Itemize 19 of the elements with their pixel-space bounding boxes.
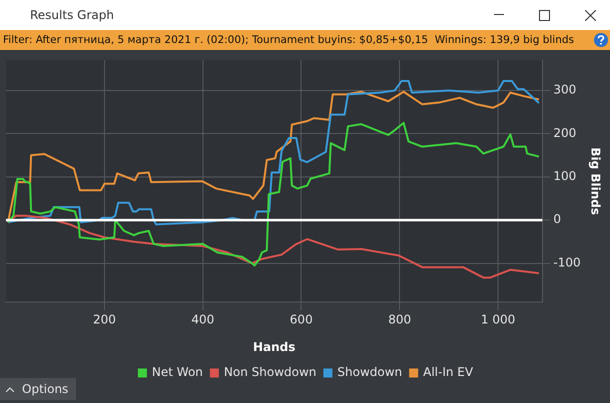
y-axis-title: Big Blinds	[588, 147, 603, 216]
x-tick-label: 600	[290, 312, 313, 327]
y-tick-label: -100	[553, 255, 581, 270]
y-tick-label: 200	[553, 126, 576, 140]
y-tick-label: 100	[553, 169, 576, 184]
x-tick-label: 1 000	[480, 312, 516, 327]
legend-label: Non Showdown	[224, 365, 316, 380]
text: Options	[22, 382, 68, 396]
chart-subtitle: Filter: After пятница, 5 марта 2021 г. (02:00); Tournament buyins: $0,85+$0,15 Winnings: 139,9 big blinds	[3, 34, 574, 46]
legend-label: All-In EV	[423, 365, 474, 380]
y-tick-label: 300	[553, 82, 576, 97]
x-axis-title: Hands	[252, 340, 296, 354]
legend-label: Net Won	[152, 365, 203, 380]
x-tick-label: 200	[92, 312, 116, 327]
chart-title: Results Graph	[30, 8, 114, 22]
x-tick-label: 400	[191, 312, 214, 327]
legend-label: Showdown	[337, 365, 402, 380]
y-tick-label: 0	[553, 212, 562, 226]
x-tick-label: 800	[388, 312, 412, 327]
